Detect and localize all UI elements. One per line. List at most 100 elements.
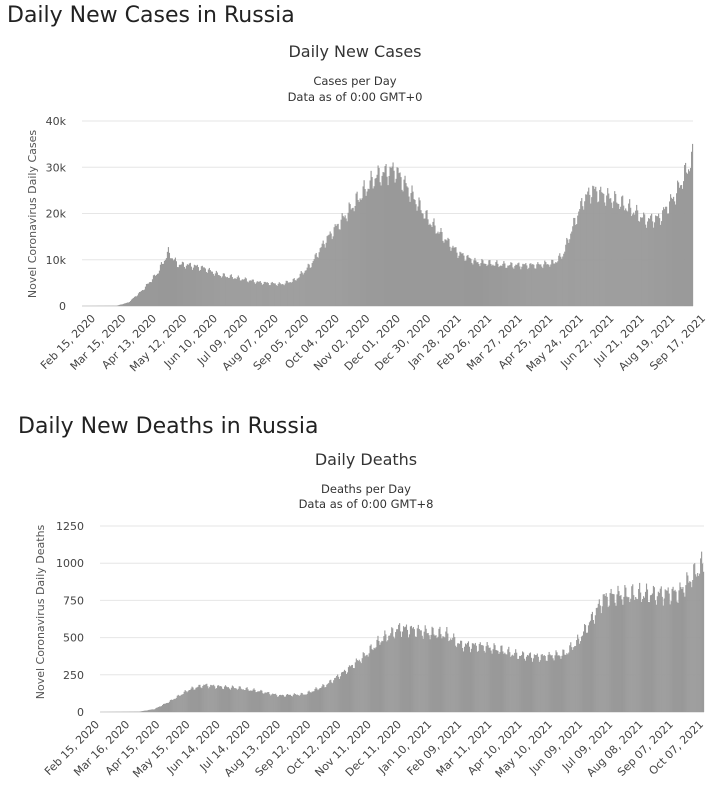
bar[interactable] — [589, 194, 591, 306]
bar[interactable] — [599, 605, 601, 713]
bar[interactable] — [238, 686, 240, 712]
bar[interactable] — [211, 271, 213, 306]
bar[interactable] — [312, 261, 314, 306]
bar[interactable] — [471, 643, 473, 712]
bar[interactable] — [442, 636, 444, 712]
bar[interactable] — [372, 650, 374, 712]
bar[interactable] — [227, 277, 229, 306]
bar[interactable] — [674, 589, 676, 712]
bar[interactable] — [309, 692, 311, 712]
bar[interactable] — [447, 633, 449, 712]
bar[interactable] — [495, 262, 497, 306]
bar[interactable] — [225, 277, 227, 306]
bar[interactable] — [156, 273, 159, 306]
bar[interactable] — [468, 257, 470, 306]
bar[interactable] — [552, 658, 554, 712]
bar[interactable] — [135, 296, 138, 306]
bar[interactable] — [194, 689, 196, 712]
bar[interactable] — [307, 691, 309, 712]
bar[interactable] — [437, 636, 439, 712]
bar[interactable] — [453, 247, 455, 306]
bar[interactable] — [351, 664, 353, 712]
bar[interactable] — [138, 292, 141, 306]
bar[interactable] — [633, 595, 635, 712]
bar[interactable] — [129, 300, 132, 306]
bar[interactable] — [343, 669, 346, 712]
bar[interactable] — [693, 564, 695, 712]
bar[interactable] — [559, 253, 561, 306]
bar[interactable] — [390, 633, 392, 712]
bar[interactable] — [206, 272, 208, 306]
bar[interactable] — [502, 263, 504, 306]
bar[interactable] — [439, 626, 441, 712]
bar[interactable] — [462, 651, 465, 712]
bar[interactable] — [538, 661, 540, 712]
bar[interactable] — [467, 254, 469, 306]
bar[interactable] — [517, 263, 519, 306]
bar[interactable] — [698, 575, 700, 712]
bar[interactable] — [363, 653, 365, 712]
bar[interactable] — [123, 303, 126, 306]
bar[interactable] — [409, 201, 411, 306]
bar[interactable] — [429, 639, 431, 712]
bar[interactable] — [517, 658, 519, 712]
bar[interactable] — [159, 706, 161, 712]
bar[interactable] — [375, 177, 377, 306]
bar[interactable] — [237, 275, 239, 306]
bar[interactable] — [666, 206, 668, 306]
bar[interactable] — [149, 282, 152, 306]
bar[interactable] — [417, 206, 419, 306]
bar[interactable] — [273, 694, 275, 712]
bar[interactable] — [209, 270, 211, 306]
bar[interactable] — [464, 260, 466, 306]
bar[interactable] — [121, 304, 124, 306]
bar[interactable] — [364, 189, 366, 306]
bar[interactable] — [281, 283, 283, 306]
bar[interactable] — [324, 247, 326, 306]
bar[interactable] — [605, 593, 607, 712]
bar[interactable] — [636, 204, 638, 306]
bar[interactable] — [479, 642, 481, 712]
bar[interactable] — [455, 247, 457, 306]
bar[interactable] — [643, 597, 646, 712]
bar[interactable] — [546, 660, 548, 712]
bar[interactable] — [629, 199, 631, 306]
bar[interactable] — [290, 695, 292, 712]
bar[interactable] — [606, 195, 608, 306]
bar[interactable] — [267, 282, 269, 306]
bar[interactable] — [642, 599, 644, 712]
bar[interactable] — [302, 694, 304, 713]
bar[interactable] — [312, 691, 314, 712]
bar[interactable] — [559, 656, 561, 712]
bar[interactable] — [182, 262, 184, 306]
bar[interactable] — [507, 265, 509, 306]
bar[interactable] — [516, 652, 518, 712]
bar[interactable] — [477, 650, 479, 712]
bar[interactable] — [487, 645, 489, 712]
bar[interactable] — [619, 596, 621, 712]
bar[interactable] — [570, 642, 572, 712]
bar[interactable] — [411, 185, 413, 306]
bar[interactable] — [634, 599, 636, 712]
bar[interactable] — [253, 282, 255, 306]
bar[interactable] — [294, 694, 296, 712]
bar[interactable] — [264, 692, 266, 712]
bar[interactable] — [630, 207, 632, 306]
bar[interactable] — [633, 212, 635, 306]
bar[interactable] — [444, 637, 446, 712]
bar[interactable] — [385, 634, 387, 712]
bar[interactable] — [518, 658, 520, 712]
bar[interactable] — [295, 280, 297, 306]
bar[interactable] — [435, 233, 437, 306]
bar[interactable] — [193, 264, 195, 306]
bar[interactable] — [344, 215, 346, 306]
bar[interactable] — [339, 678, 341, 712]
bar[interactable] — [632, 584, 634, 712]
bar[interactable] — [562, 649, 564, 712]
bar[interactable] — [278, 696, 280, 712]
bar[interactable] — [263, 281, 265, 306]
bar[interactable] — [441, 232, 443, 306]
bar[interactable] — [359, 198, 361, 306]
bar[interactable] — [322, 684, 324, 712]
bar[interactable] — [514, 652, 516, 712]
